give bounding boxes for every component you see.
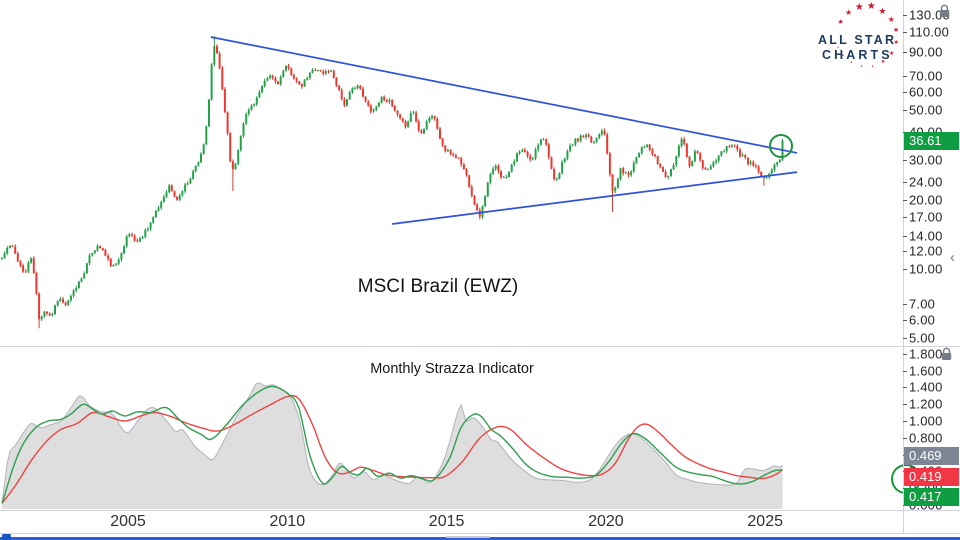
price-tick-mark bbox=[903, 269, 907, 270]
bottom-left-logo[interactable] bbox=[2, 534, 11, 540]
price-tick-label: 17.00 bbox=[909, 209, 943, 224]
logo-star-icon: ★ bbox=[892, 27, 900, 35]
price-tick-mark bbox=[903, 160, 907, 162]
price-tick-mark bbox=[903, 15, 907, 17]
price-tick-label: 20.00 bbox=[909, 192, 943, 208]
pane-separator[interactable] bbox=[0, 346, 960, 347]
time-tick-label: 2020 bbox=[588, 513, 624, 530]
indicator-fast-line[interactable] bbox=[1, 385, 783, 504]
price-tick-label: 70.00 bbox=[909, 68, 943, 84]
indicator-tick-mark bbox=[903, 421, 907, 422]
indicator-area bbox=[1, 382, 783, 509]
indicator-slow-line[interactable] bbox=[1, 395, 783, 504]
logo-star-icon: ● bbox=[871, 63, 874, 68]
indicator-tick-label: 1.200 bbox=[909, 396, 943, 412]
price-tick-label: 24.00 bbox=[909, 174, 943, 190]
price-tick-label: 60.00 bbox=[909, 84, 943, 100]
bottom-text-fragment bbox=[446, 536, 490, 538]
logo-star-icon: ● bbox=[837, 44, 840, 49]
logo-star-icon: ★ bbox=[888, 50, 895, 57]
price-tick-label: 110.00 bbox=[909, 24, 949, 40]
fast-ma-value-label: 0.417 bbox=[904, 488, 959, 506]
price-tick-label: 7.00 bbox=[909, 296, 936, 312]
allstarcharts-logo: ALL STAR CHARTS ★ ★ ★ ★ ★ ★ ★ ★ ★ ★ ● ● ● ● ● bbox=[800, 0, 930, 80]
price-tick-label: 130.00 bbox=[909, 7, 950, 23]
logo-star-icon: ● bbox=[850, 60, 853, 65]
logo-star-icon: ● bbox=[860, 63, 863, 68]
indicator-tick-label: 0.800 bbox=[909, 430, 943, 446]
price-tick-mark bbox=[903, 251, 907, 252]
price-breakout-circle[interactable] bbox=[769, 134, 793, 158]
price-tick-mark bbox=[903, 51, 907, 53]
symbol-title: MSCI Brazil (EWZ) bbox=[357, 276, 519, 297]
price-tick-mark bbox=[903, 91, 907, 93]
price-tick-label: 5.00 bbox=[909, 330, 936, 346]
logo-star-icon: ★ bbox=[844, 8, 853, 18]
price-tick-mark bbox=[903, 304, 907, 306]
price-tick-mark bbox=[903, 319, 907, 321]
indicator-pane-lock-icon[interactable] bbox=[940, 347, 953, 361]
time-tick-label: 2025 bbox=[747, 513, 783, 530]
indicator-tick-mark bbox=[903, 353, 907, 355]
price-tick-label: 90.00 bbox=[909, 44, 943, 59]
price-tick-label: 6.00 bbox=[909, 312, 936, 328]
time-axis-bottom-border bbox=[0, 533, 960, 534]
price-tick-mark bbox=[903, 216, 907, 218]
area-value-label: 0.469 bbox=[904, 447, 959, 465]
last-price-label: 36.61 bbox=[904, 131, 959, 150]
price-tick-label: 14.00 bbox=[909, 228, 943, 244]
time-tick-label: 2010 bbox=[269, 513, 306, 530]
price-tick-label: 12.00 bbox=[909, 243, 943, 259]
bottom-embed-strip bbox=[0, 537, 960, 540]
indicator-tick-label: 1.600 bbox=[909, 363, 943, 379]
price-tick-label: 30.00 bbox=[909, 152, 943, 168]
logo-line1: ALL STAR bbox=[818, 33, 897, 47]
time-tick-label: 2005 bbox=[110, 513, 146, 530]
logo-line2: CHARTS bbox=[822, 48, 893, 62]
scale-collapse-arrow-icon[interactable]: ‹ bbox=[950, 249, 955, 266]
price-tick-mark bbox=[903, 337, 907, 339]
indicator-tick-label: 1.800 bbox=[909, 346, 943, 362]
price-tick-mark bbox=[903, 182, 907, 184]
price-tick-label: 50.00 bbox=[909, 102, 943, 118]
price-tick-mark bbox=[903, 235, 907, 237]
price-tick-mark bbox=[903, 31, 907, 33]
logo-star-icon: ★ bbox=[887, 14, 895, 24]
indicator-tick-mark bbox=[903, 387, 907, 389]
logo-star-icon: ★ bbox=[837, 18, 844, 26]
slow-ma-value-label: 0.419 bbox=[904, 467, 959, 486]
price-axis-border bbox=[903, 0, 904, 533]
indicator-area-outline bbox=[1, 382, 783, 504]
lower-trendline[interactable] bbox=[391, 171, 798, 225]
indicator-tick-label: 1.000 bbox=[909, 413, 943, 429]
logo-star-icon: ★ bbox=[854, 1, 864, 13]
indicator-tick-label: 1.400 bbox=[909, 379, 943, 395]
logo-star-icon: ★ bbox=[866, 1, 876, 13]
logo-star-icon: ★ bbox=[893, 39, 899, 46]
price-tick-mark bbox=[903, 200, 907, 202]
indicator-title: Monthly Strazza Indicator bbox=[370, 361, 534, 377]
upper-trendline[interactable] bbox=[210, 36, 798, 154]
price-tick-mark bbox=[903, 76, 907, 78]
logo-star-icon: ★ bbox=[878, 6, 887, 17]
logo-star-icon: ● bbox=[841, 53, 845, 58]
indicator-tick-mark bbox=[903, 437, 907, 439]
main-pane-lock-icon[interactable] bbox=[938, 4, 951, 18]
logo-star-icon: ★ bbox=[880, 58, 886, 65]
time-tick-label: 2015 bbox=[428, 513, 465, 530]
time-axis-top-border bbox=[0, 510, 960, 511]
indicator-tick-mark bbox=[903, 370, 907, 372]
indicator-tick-mark bbox=[903, 404, 907, 406]
price-tick-label: 10.00 bbox=[909, 261, 943, 277]
price-tick-mark bbox=[903, 109, 907, 111]
